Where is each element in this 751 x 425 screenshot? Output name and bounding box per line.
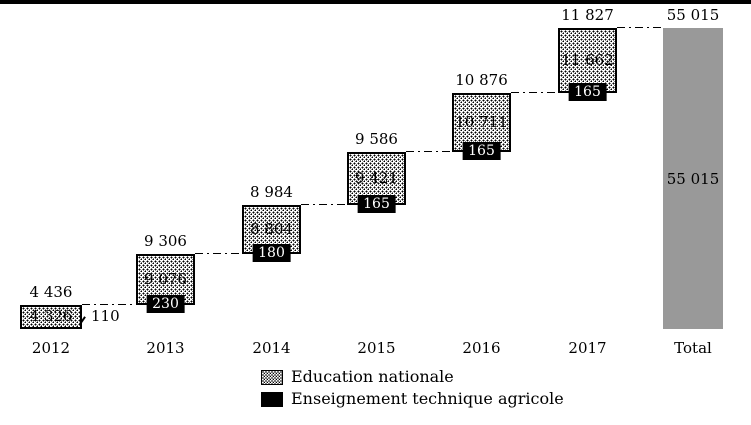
total-value-2014: 8 984 xyxy=(250,182,293,201)
total-value-2015: 9 586 xyxy=(355,130,398,149)
total-value-2013: 9 306 xyxy=(144,231,187,250)
bar-2016: 10 711 165 xyxy=(452,92,511,161)
connector-line-3 xyxy=(406,151,452,153)
bar-2012: 4 326 xyxy=(20,304,82,329)
bar-2017: 11 662 165 xyxy=(558,28,617,101)
x-axis-label-2016: 2016 xyxy=(462,339,501,357)
connector-line-2 xyxy=(301,203,347,205)
total-top-value: 55 015 xyxy=(666,6,720,24)
legend-label-education-nationale: Education nationale xyxy=(291,367,454,386)
x-axis-label-2015: 2015 xyxy=(357,339,396,357)
x-axis-label-2014: 2014 xyxy=(252,339,291,357)
total-value-2012: 4 436 xyxy=(29,282,73,301)
agricole-value-box-2016: 165 xyxy=(462,142,501,161)
education-value-2014: 8 804 xyxy=(250,219,293,238)
education-value-2015: 9 421 xyxy=(355,168,398,187)
bar-2013: 9 076 230 xyxy=(136,253,195,313)
total-inner-value: 55 015 xyxy=(666,169,720,188)
total-value-2017: 11 827 xyxy=(561,6,614,24)
agricole-value-2012: 110 xyxy=(91,306,120,325)
connector-line-1 xyxy=(195,252,242,254)
x-axis-label-2017: 2017 xyxy=(568,339,607,357)
x-axis-label-total: Total xyxy=(674,339,712,357)
dotted-pattern-swatch-icon xyxy=(261,369,283,385)
agricole-value-box-2013: 230 xyxy=(146,294,185,313)
bar-2015: 9 421 165 xyxy=(347,152,406,213)
legend-label-enseignement-technique-agricole: Enseignement technique agricole xyxy=(291,389,564,408)
education-value-2012: 4 326 xyxy=(29,307,73,326)
bar-total: 55 015 xyxy=(663,28,723,329)
x-axis-line xyxy=(0,0,751,4)
total-value-2016: 10 876 xyxy=(455,70,508,89)
legend-item-enseignement-technique-agricole: Enseignement technique agricole xyxy=(261,391,564,407)
x-axis-label-2012: 2012 xyxy=(31,339,71,357)
legend: Education nationale Enseignement techniq… xyxy=(261,369,564,413)
connector-line-5 xyxy=(617,27,663,28)
education-value-2017: 11 662 xyxy=(561,50,614,69)
agricole-value-box-2014: 180 xyxy=(252,243,291,262)
education-value-2013: 9 076 xyxy=(144,269,187,288)
black-solid-swatch-icon xyxy=(261,391,283,407)
connector-line-0 xyxy=(82,303,136,305)
education-value-2016: 10 711 xyxy=(455,112,508,131)
connector-line-4 xyxy=(511,91,558,93)
x-axis-label-2013: 2013 xyxy=(146,339,185,357)
agricole-value-box-2015: 165 xyxy=(357,194,396,213)
bar-2014: 8 804 180 xyxy=(242,204,301,262)
agricole-value-box-2017: 165 xyxy=(568,82,607,101)
legend-item-education-nationale: Education nationale xyxy=(261,369,564,385)
